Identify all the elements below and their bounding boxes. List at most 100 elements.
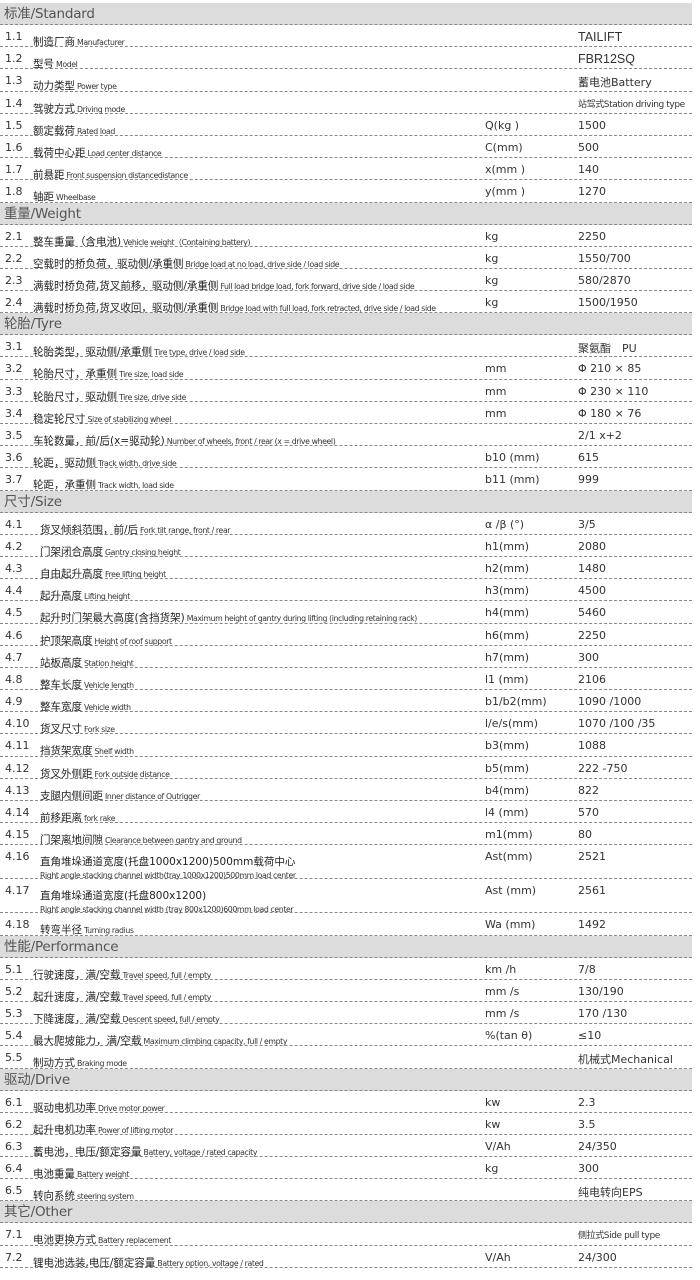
item-unit: h1(mm) — [485, 540, 529, 553]
item-number: 6.1 — [5, 1096, 23, 1109]
spec-row: 1.4驾驶方式Driving mode站驾式Station driving ty… — [0, 92, 692, 114]
item-unit: km /h — [485, 963, 516, 976]
label-english: Tire size, drive side — [119, 393, 186, 402]
spec-row: 3.3轮胎尺寸，驱动侧Tire size, drive sidemmΦ 230 … — [0, 380, 692, 402]
item-unit: kw — [485, 1118, 500, 1131]
item-value: 聚氨酯 PU — [578, 340, 637, 356]
item-value: 24/300 — [578, 1251, 617, 1264]
item-value: 2250 — [578, 230, 606, 243]
item-number: 1.5 — [5, 119, 23, 132]
item-value: 822 — [578, 784, 599, 797]
spec-row: 1.3动力类型Power type蓄电池Battery — [0, 69, 692, 91]
item-number: 4.13 — [5, 784, 30, 797]
item-value: 2080 — [578, 540, 606, 553]
item-value: 170 /130 — [578, 1007, 627, 1020]
spec-row: 4.5起升时门架最大高度(含挡货架)Maximum height of gant… — [0, 601, 692, 623]
label-chinese: 满载时桥负荷,货叉前移，驱动侧/承重侧 — [33, 280, 218, 292]
item-unit: y(mm ) — [485, 185, 525, 198]
item-value: 999 — [578, 473, 599, 486]
item-unit: α /β (°) — [485, 518, 524, 531]
item-number: 4.15 — [5, 828, 30, 841]
item-label: 载荷中心距Load center distance — [33, 141, 161, 160]
label-chinese: 自由起升高度 — [40, 568, 103, 580]
item-number: 4.7 — [5, 651, 23, 664]
item-unit: Wa (mm) — [485, 918, 535, 931]
label-chinese: 护顶架高度 — [40, 635, 93, 647]
label-chinese: 锂电池选装,电压/额定容量 — [33, 1257, 155, 1269]
item-label: 直角堆垛通道宽度(托盘1000x1200)500mm载荷中心Right angl… — [40, 850, 296, 880]
spec-row: 6.1驱动电机功率Drive motor powerkw2.3 — [0, 1091, 692, 1113]
item-label: 空载时的桥负荷，驱动侧/承重侧Bridge load at no load, d… — [33, 252, 339, 271]
label-chinese: 电池重量 — [33, 1168, 75, 1180]
item-unit: m1(mm) — [485, 828, 533, 841]
spec-row: 4.11挡货架宽度Shelf widthb3(mm)1088 — [0, 734, 692, 756]
item-number: 6.5 — [5, 1184, 23, 1197]
item-unit: mm — [485, 362, 506, 375]
label-chinese: 蓄电池，电压/额定容量 — [33, 1146, 142, 1158]
label-chinese: 下降速度，满/空载 — [33, 1013, 121, 1025]
item-label: 轮距，承重侧Track width, load side — [33, 473, 174, 492]
item-label: 锂电池选装,电压/额定容量Battery option, voltage / r… — [33, 1251, 263, 1270]
item-value: 2561 — [578, 884, 606, 897]
item-unit: Ast(mm) — [485, 850, 533, 863]
item-unit: h4(mm) — [485, 606, 529, 619]
item-label: 驾驶方式Driving mode — [33, 97, 125, 116]
spec-row: 6.2起升电机功率Power of lifting motorkw3.5 — [0, 1113, 692, 1135]
item-value: 7/8 — [578, 963, 596, 976]
label-english: Track width, load side — [98, 481, 174, 490]
item-label: 满载时桥负荷,货叉前移，驱动侧/承重侧Full load bridge load… — [33, 274, 414, 293]
item-label: 整车长度Vehicle length — [40, 673, 134, 692]
spec-row: 4.3自由起升高度Free lifting heighth2(mm)1480 — [0, 557, 692, 579]
item-value: 1500/1950 — [578, 296, 638, 309]
spec-section: 性能/Performance5.1行驶速度，满/空载Travel speed, … — [0, 936, 692, 1069]
label-chinese: 门架离地间隙 — [40, 834, 103, 846]
item-value: 3.5 — [578, 1118, 596, 1131]
label-english: Drive motor power — [98, 1104, 164, 1113]
spec-row: 4.16直角堆垛通道宽度(托盘1000x1200)500mm载荷中心Right … — [0, 845, 692, 879]
label-chinese: 货叉尺寸 — [40, 723, 82, 735]
label-english: Lifting height — [84, 592, 130, 601]
item-number: 4.3 — [5, 562, 23, 575]
label-english: Battery, voltage / rated capacity — [144, 1148, 258, 1157]
item-number: 4.8 — [5, 673, 23, 686]
item-value: 222 -750 — [578, 762, 627, 775]
label-chinese: 货叉倾斜范围，前/后 — [40, 524, 138, 536]
spec-row: 3.7轮距，承重侧Track width, load sideb11 (mm)9… — [0, 468, 692, 490]
spec-row: 7.2锂电池选装,电压/额定容量Battery option, voltage … — [0, 1246, 692, 1268]
item-label: 挡货架宽度Shelf width — [40, 739, 134, 758]
item-label: 自由起升高度Free lifting height — [40, 562, 166, 581]
item-number: 3.4 — [5, 407, 23, 420]
item-value: 2521 — [578, 850, 606, 863]
item-unit: b1/b2(mm) — [485, 695, 547, 708]
item-value: 2/1 x+2 — [578, 429, 622, 442]
label-chinese: 制造厂商 — [33, 36, 75, 48]
item-unit: Q(kg ) — [485, 119, 519, 132]
label-english: Full load bridge load, fork forward, dri… — [220, 282, 414, 291]
spec-row: 4.8整车长度Vehicle lengthl1 (mm)2106 — [0, 668, 692, 690]
item-number: 3.3 — [5, 385, 23, 398]
spec-row: 4.2门架闭合高度Gantry closing heighth1(mm)2080 — [0, 535, 692, 557]
item-unit: mm — [485, 407, 506, 420]
item-number: 4.6 — [5, 629, 23, 642]
item-value: 站驾式Station driving type — [578, 97, 685, 110]
spec-row: 4.7站板高度Station heighth7(mm)300 — [0, 646, 692, 668]
label-english: Turning radius — [84, 926, 134, 935]
item-label: 起升速度，满/空载Travel speed, full / empty — [33, 985, 211, 1004]
item-number: 2.3 — [5, 274, 23, 287]
label-english: Wheelbase — [56, 193, 95, 202]
item-label: 下降速度，满/空载Descent speed, full / empty — [33, 1007, 219, 1026]
label-english: Battery replacement — [98, 1236, 171, 1245]
spec-row: 4.6护顶架高度Height of roof supporth6(mm)2250 — [0, 624, 692, 646]
label-english: Braking mode — [77, 1059, 127, 1068]
item-unit: x(mm ) — [485, 163, 525, 176]
item-label: 货叉倾斜范围，前/后Fork tilt range, front / rear — [40, 518, 230, 537]
label-chinese: 起升高度 — [40, 590, 82, 602]
item-unit: h2(mm) — [485, 562, 529, 575]
item-number: 3.2 — [5, 362, 23, 375]
item-label: 电池更换方式Battery replacement — [33, 1228, 171, 1247]
spec-section: 尺寸/Size4.1货叉倾斜范围，前/后Fork tilt range, fro… — [0, 491, 692, 936]
item-unit: kg — [485, 296, 498, 309]
item-value: 1550/700 — [578, 252, 631, 265]
label-chinese: 转弯半径 — [40, 924, 82, 936]
item-value: 机械式Mechanical — [578, 1051, 673, 1067]
